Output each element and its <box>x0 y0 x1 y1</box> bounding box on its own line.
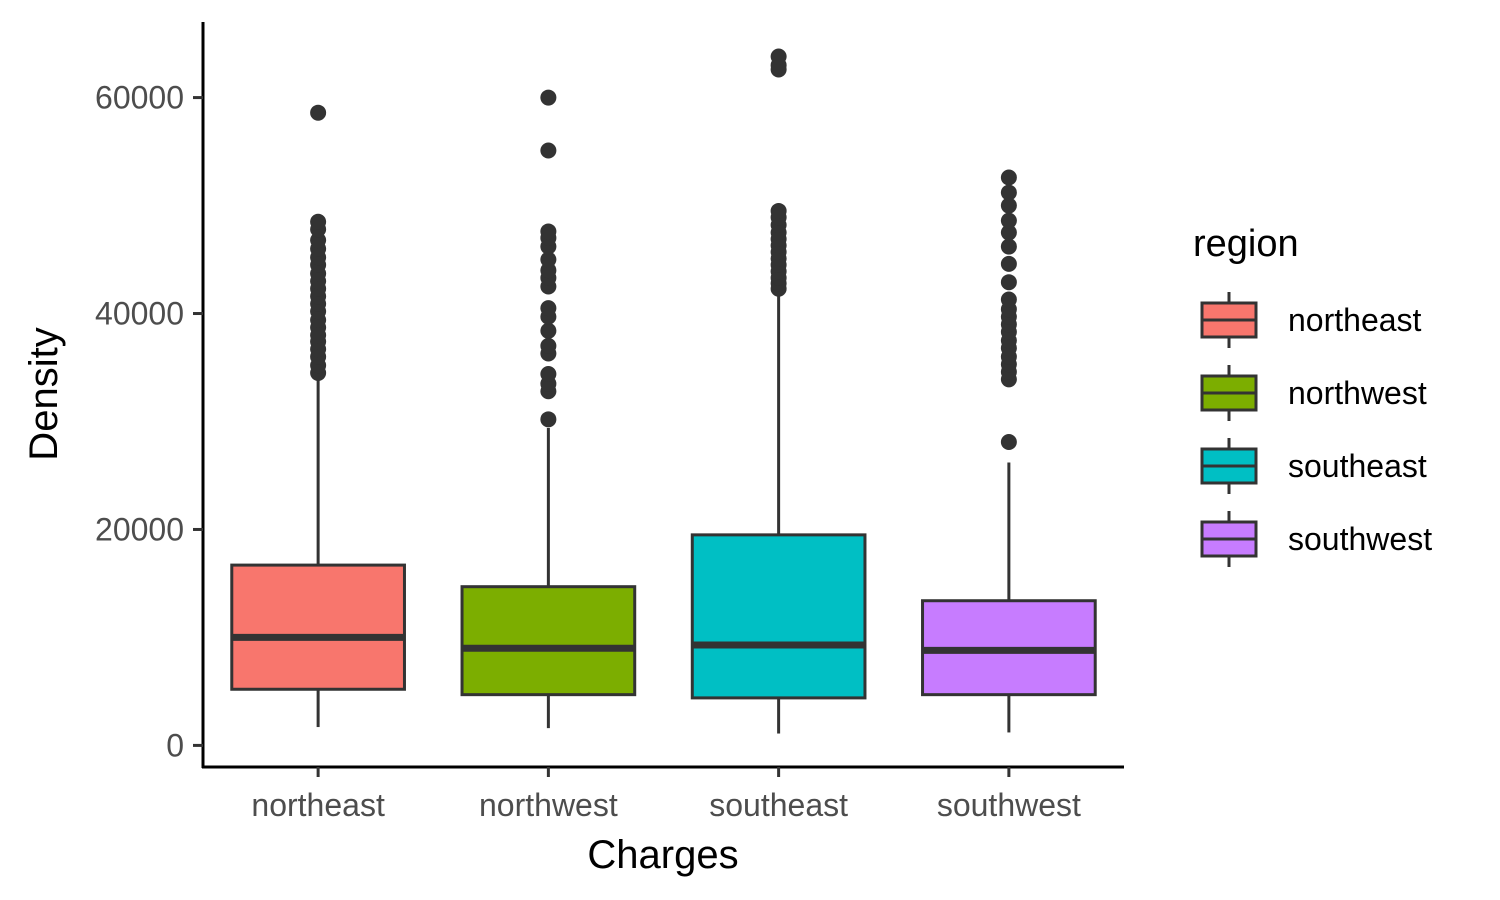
outlier-point <box>1000 212 1017 229</box>
plot-area <box>230 48 1097 734</box>
box-group-northeast <box>230 104 406 728</box>
legend-title: region <box>1193 223 1299 265</box>
box-group-southeast <box>690 48 867 734</box>
box-northeast <box>230 563 406 691</box>
outlier-point <box>1000 197 1017 214</box>
x-tick-label: northeast <box>251 787 385 823</box>
outlier-point <box>540 337 557 354</box>
outlier-point <box>1000 255 1017 272</box>
outlier-point <box>540 142 557 159</box>
legend-label: northwest <box>1288 375 1427 411</box>
outlier-point <box>770 48 787 65</box>
outlier-point <box>1000 434 1017 451</box>
legend-label: southeast <box>1288 448 1427 484</box>
y-axis-ticks: 0 20000 40000 60000 <box>95 80 203 763</box>
y-tick-label: 60000 <box>95 80 184 116</box>
legend-item-northeast: northeast <box>1200 292 1422 348</box>
x-tick-label: southeast <box>709 787 848 823</box>
outlier-point <box>540 300 557 317</box>
outlier-point <box>770 202 787 219</box>
x-axis-ticks: northeast northwest southeast southwest <box>251 767 1081 823</box>
x-axis-title: Charges <box>587 833 738 877</box>
box-group-northwest <box>460 89 637 729</box>
outlier-point <box>540 322 557 339</box>
outlier-point <box>1000 224 1017 241</box>
legend-label: northeast <box>1288 302 1422 338</box>
legend: region northeast northwest southeast southw… <box>1193 223 1432 567</box>
x-tick-label: northwest <box>479 787 618 823</box>
outlier-point <box>540 251 557 268</box>
y-axis-title: Density <box>22 327 66 460</box>
y-tick-label: 20000 <box>95 511 184 547</box>
outlier-point <box>1000 291 1017 308</box>
outlier-point <box>1000 238 1017 255</box>
outlier-point <box>540 223 557 240</box>
outlier-point <box>540 411 557 428</box>
outlier-point <box>310 213 327 230</box>
legend-item-northwest: northwest <box>1200 365 1427 421</box>
x-tick-label: southwest <box>937 787 1081 823</box>
outlier-point <box>1000 184 1017 201</box>
legend-items: northeast northwest southeast southwest <box>1200 292 1432 567</box>
y-tick-label: 40000 <box>95 296 184 332</box>
outlier-point <box>1000 274 1017 291</box>
y-tick-label: 0 <box>166 727 184 763</box>
box-northwest <box>460 585 637 697</box>
legend-label: southwest <box>1288 521 1432 557</box>
outlier-point <box>310 104 327 121</box>
outlier-point <box>1000 169 1017 186</box>
outlier-point <box>540 365 557 382</box>
box-southeast <box>690 533 867 700</box>
outlier-point <box>540 89 557 106</box>
legend-item-southwest: southwest <box>1200 511 1432 567</box>
legend-item-southeast: southeast <box>1200 438 1427 494</box>
box-group-southwest <box>921 169 1097 733</box>
